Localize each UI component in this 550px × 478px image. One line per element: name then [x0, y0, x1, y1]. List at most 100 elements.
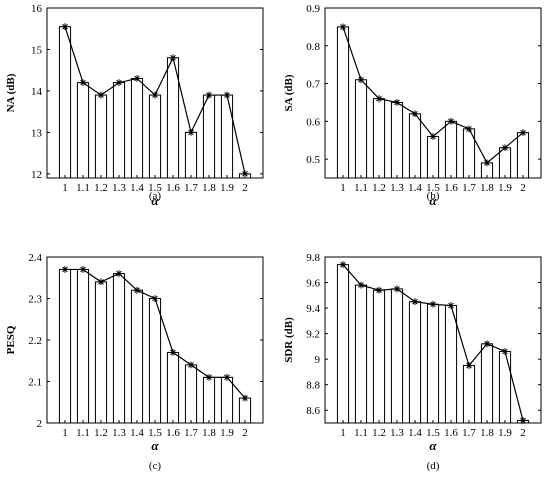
x-tick-label: 1.1	[76, 182, 90, 194]
data-point-marker	[357, 281, 365, 289]
x-tick-label: 1.5	[148, 182, 162, 194]
data-point-marker	[97, 278, 105, 286]
bar	[408, 301, 422, 424]
data-point-marker	[187, 128, 195, 136]
x-tick-label: 1	[340, 182, 346, 194]
bar	[336, 264, 350, 424]
data-point-marker	[205, 373, 213, 381]
x-tick-label: 1	[340, 427, 346, 439]
y-tick-label: 9.2	[306, 329, 320, 341]
bar	[220, 94, 234, 179]
data-point-marker	[339, 23, 347, 31]
x-tick-label: 2	[242, 427, 248, 439]
bar	[390, 288, 404, 424]
chart-panel-d: 8.6 8.8 9 9.2 9.4 9.6 9.8 1 1.1 1.2 1.3 1.4 1.5 1.6 1.…	[283, 252, 542, 472]
y-tick-label: 13	[31, 127, 43, 139]
bar	[58, 268, 72, 424]
x-tick-label: 1.8	[202, 182, 216, 194]
data-point-marker	[357, 76, 365, 84]
data-point-marker	[133, 286, 141, 294]
bar	[238, 397, 252, 424]
bar	[184, 131, 198, 179]
x-tick-label: 1.7	[462, 427, 476, 439]
data-point-marker	[465, 362, 473, 369]
data-point-marker	[393, 99, 401, 106]
x-tick-label: 1.2	[94, 182, 108, 194]
data-point-marker	[133, 75, 141, 82]
data-point-marker	[519, 129, 527, 137]
x-tick-label: 1.7	[184, 182, 198, 194]
y-tick-label: 8.6	[306, 405, 320, 417]
data-point-marker	[393, 285, 401, 293]
data-point-marker	[61, 23, 69, 31]
x-tick-label: 1.1	[354, 182, 368, 194]
y-tick-label: 2.1	[28, 377, 42, 389]
data-point-marker	[339, 261, 347, 269]
x-tick-label: 1.3	[390, 427, 404, 439]
x-tick-label: 1.7	[462, 182, 476, 194]
bar	[336, 26, 350, 179]
data-point-marker	[465, 125, 473, 133]
bar	[202, 94, 216, 179]
y-tick-label: 2	[37, 418, 43, 430]
y-tick-label: 0.6	[306, 116, 320, 128]
y-tick-label: 0.5	[306, 154, 320, 166]
bar	[166, 351, 180, 424]
bar	[112, 82, 126, 179]
data-point-marker	[375, 286, 383, 294]
y-tick-label: 9.8	[306, 252, 320, 264]
y-axis-label: SDR (dB)	[283, 317, 295, 363]
data-point-marker	[115, 270, 123, 277]
y-tick-label: 2.4	[28, 252, 42, 264]
bar	[408, 113, 422, 179]
data-point-marker	[79, 266, 87, 273]
data-point-marker	[61, 266, 69, 273]
data-point-marker	[483, 340, 491, 348]
x-tick-label: 1.8	[202, 427, 216, 439]
data-point-marker	[169, 54, 177, 62]
bar	[76, 268, 90, 424]
data-point-marker	[483, 159, 491, 167]
bar	[76, 82, 90, 179]
x-tick-label: 1.6	[444, 427, 458, 439]
y-axis-label: NA (dB)	[5, 73, 17, 112]
data-point-marker	[241, 394, 249, 402]
data-point-marker	[411, 110, 419, 118]
data-point-marker	[205, 91, 213, 99]
x-axis-label: α	[429, 438, 437, 453]
x-tick-label: 1.4	[130, 427, 144, 439]
x-axis-label: α	[429, 193, 437, 208]
data-point-marker	[97, 91, 105, 99]
x-tick-label: 1.3	[112, 182, 126, 194]
x-tick-label: 2	[242, 182, 248, 194]
y-tick-label: 2.3	[28, 294, 42, 306]
x-tick-label: 1.4	[130, 182, 144, 194]
data-point-marker	[169, 349, 177, 356]
bar	[94, 94, 108, 179]
x-tick-label: 1.6	[166, 427, 180, 439]
bar	[148, 94, 162, 179]
y-axis-label: SA (dB)	[283, 74, 295, 111]
y-tick-label: 9.6	[306, 278, 320, 290]
x-tick-label: 2	[520, 427, 526, 439]
bar	[426, 135, 440, 179]
y-tick-label: 0.7	[306, 79, 320, 91]
x-tick-label: 1.1	[354, 427, 368, 439]
x-tick-label: 1.9	[498, 427, 512, 439]
x-tick-label: 1.6	[444, 182, 458, 194]
y-tick-label: 12	[31, 169, 42, 181]
bar	[462, 365, 476, 424]
panel-caption: (c)	[149, 460, 162, 472]
data-point-marker	[223, 373, 231, 381]
data-point-marker	[79, 79, 87, 87]
y-tick-label: 15	[31, 44, 43, 56]
bar	[426, 303, 440, 424]
panel-caption: (d)	[427, 460, 440, 472]
x-tick-label: 1.2	[372, 427, 386, 439]
x-tick-label: 1	[62, 427, 68, 439]
data-point-marker	[151, 295, 159, 302]
x-tick-label: 1.5	[426, 182, 440, 194]
data-point-marker	[411, 298, 419, 306]
x-tick-label: 1.5	[426, 427, 440, 439]
